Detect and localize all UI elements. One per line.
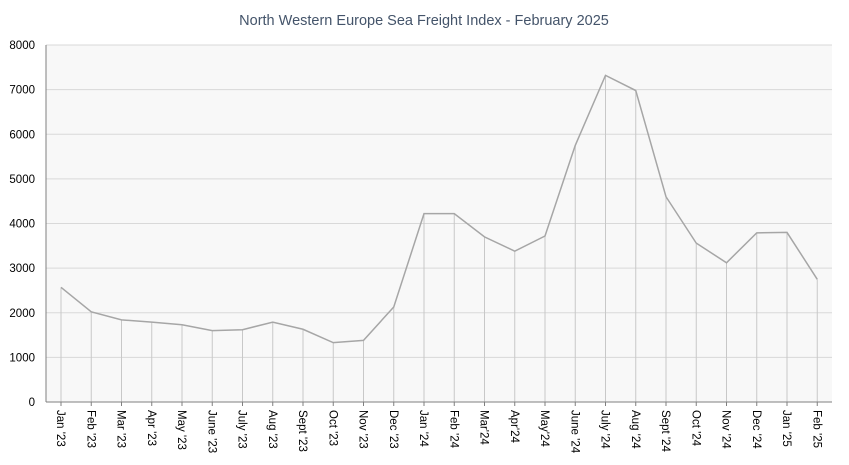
x-axis-ticks: Jan '23 Feb '23 Mar '23 Apr '23 May '23 June … [54, 402, 822, 454]
y-tick-label: 3000 [9, 263, 35, 275]
y-tick-label: 1000 [9, 352, 35, 364]
x-tick-label: Sept '24 [659, 410, 671, 452]
y-tick-label: 0 [29, 397, 35, 409]
x-tick-label: Apr'24 [508, 410, 520, 443]
x-tick-label: June '23 [205, 410, 217, 453]
x-tick-label: Dec '24 [750, 410, 762, 449]
y-tick-label: 4000 [9, 219, 35, 231]
drop-lines [60, 75, 818, 402]
x-tick-label: Jan '25 [780, 410, 792, 447]
y-tick-label: 6000 [9, 129, 35, 141]
x-tick-label: June '24 [568, 410, 580, 454]
x-tick-label: Apr '23 [145, 410, 157, 446]
chart-title: North Western Europe Sea Freight Index -… [239, 13, 609, 29]
y-tick-label: 2000 [9, 308, 35, 320]
x-tick-label: May '23 [175, 410, 187, 450]
series-line [60, 74, 818, 344]
x-tick-label: Feb '24 [447, 410, 459, 449]
x-tick-label: Aug '24 [629, 410, 641, 449]
x-tick-label: July '23 [236, 410, 248, 449]
x-tick-label: May'24 [538, 410, 550, 447]
x-tick-label: Jan '23 [54, 410, 66, 447]
gridlines [46, 44, 832, 358]
x-tick-label: July '24 [599, 410, 611, 449]
x-tick-label: Sept '23 [296, 410, 308, 452]
x-tick-label: Mar '23 [115, 410, 127, 448]
y-tick-label: 8000 [9, 40, 35, 52]
y-tick-label: 7000 [9, 85, 35, 97]
x-tick-label: Oct '24 [689, 410, 701, 447]
x-tick-label: Nov '24 [720, 410, 732, 449]
x-tick-label: Dec '23 [387, 410, 399, 449]
x-tick-label: Aug '23 [266, 410, 278, 449]
x-tick-label: Feb '23 [84, 410, 96, 448]
x-tick-label: Nov '23 [357, 410, 369, 449]
x-tick-label: Mar'24 [478, 410, 490, 445]
x-tick-label: Jan '24 [417, 410, 429, 447]
y-tick-label: 5000 [9, 174, 35, 186]
y-axis-ticks: 0 1000 2000 3000 4000 5000 6000 7000 8000 [9, 40, 35, 409]
x-tick-label: Oct '23 [326, 410, 338, 446]
x-tick-label: Feb '25 [810, 410, 822, 448]
